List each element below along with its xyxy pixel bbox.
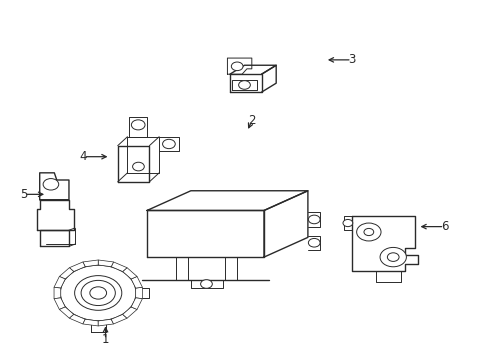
Text: 2: 2: [247, 114, 255, 127]
Polygon shape: [82, 260, 98, 267]
Circle shape: [200, 280, 212, 288]
Polygon shape: [59, 307, 74, 318]
Circle shape: [386, 253, 398, 261]
Circle shape: [379, 247, 406, 267]
Circle shape: [43, 179, 59, 190]
Polygon shape: [111, 262, 127, 271]
Circle shape: [308, 215, 320, 224]
Polygon shape: [69, 262, 85, 271]
Text: 5: 5: [20, 188, 28, 201]
Polygon shape: [69, 314, 85, 324]
Circle shape: [131, 120, 145, 130]
Polygon shape: [98, 319, 113, 326]
Text: 6: 6: [440, 220, 447, 233]
Polygon shape: [131, 298, 142, 310]
Polygon shape: [54, 298, 65, 310]
Text: 4: 4: [80, 150, 87, 163]
Circle shape: [75, 276, 122, 310]
Circle shape: [90, 287, 106, 299]
Circle shape: [231, 62, 243, 71]
Polygon shape: [59, 268, 74, 279]
Polygon shape: [98, 260, 113, 267]
Circle shape: [162, 139, 175, 149]
Polygon shape: [111, 314, 127, 324]
Circle shape: [308, 238, 320, 247]
Polygon shape: [122, 268, 137, 279]
Text: 3: 3: [347, 53, 355, 66]
Polygon shape: [135, 287, 142, 299]
Text: 1: 1: [102, 333, 109, 346]
Circle shape: [60, 265, 136, 321]
Circle shape: [132, 162, 144, 171]
Polygon shape: [82, 319, 98, 326]
Circle shape: [363, 228, 373, 235]
Circle shape: [356, 223, 380, 241]
Polygon shape: [54, 287, 61, 299]
Polygon shape: [54, 276, 65, 288]
Circle shape: [342, 220, 352, 226]
Polygon shape: [131, 276, 142, 288]
Polygon shape: [122, 307, 137, 318]
Circle shape: [81, 280, 115, 306]
Circle shape: [238, 81, 250, 89]
